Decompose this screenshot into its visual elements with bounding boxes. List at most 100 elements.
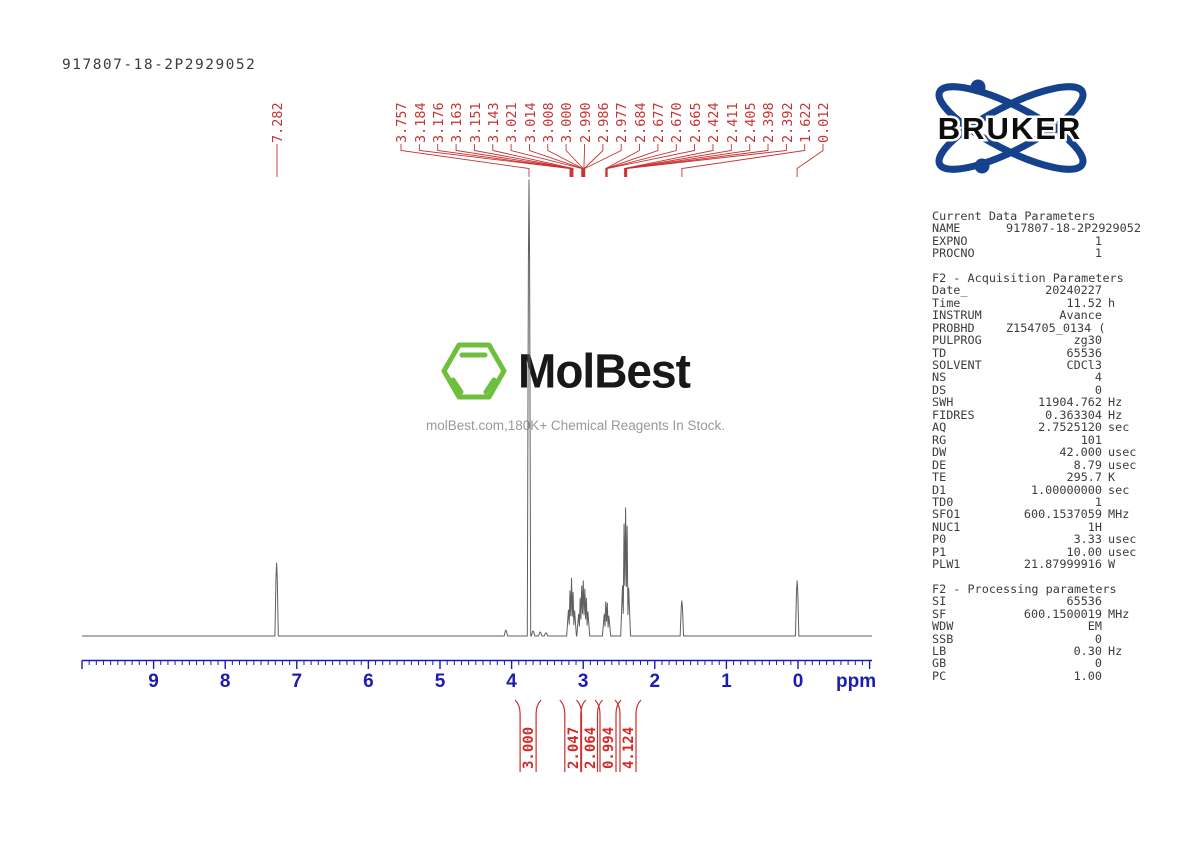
parameter-key: NUC1 — [932, 519, 961, 534]
parameter-key: P1 — [932, 544, 947, 559]
parameter-unit: MHz — [1108, 507, 1130, 522]
parameter-key: TD — [932, 345, 947, 360]
parameter-row: NUC1 1H — [932, 519, 1146, 534]
peak-label: 3.014 — [522, 102, 539, 143]
axis-tick-label: 8 — [219, 671, 231, 692]
parameter-key: PROBHD — [932, 320, 975, 335]
peak-label: 0.012 — [816, 102, 833, 143]
parameter-key: TE — [932, 470, 947, 485]
peak-label: 2.670 — [669, 102, 686, 143]
peak-label: 2.405 — [742, 102, 759, 143]
parameter-key: D1 — [932, 482, 947, 497]
benzene-hexagon-icon — [441, 342, 507, 400]
integral-bracket — [615, 699, 622, 772]
peak-label: 3.757 — [394, 102, 411, 143]
integral-bracket — [580, 699, 587, 772]
parameter-row: SOLVENT CDCl3 — [932, 359, 1146, 372]
parameter-value: 21.87999916 — [1023, 557, 1102, 572]
parameter-row: FIDRES 0.363304 Hz — [932, 407, 1146, 422]
parameter-row: SWH 11904.762 Hz — [932, 395, 1146, 410]
parameter-value: 1 — [1094, 246, 1102, 261]
parameter-key: NS — [932, 370, 947, 385]
parameter-unit — [1102, 371, 1146, 383]
peak-leader-line — [473, 144, 573, 177]
parameter-row: EXPNO 1 — [932, 233, 1146, 248]
peak-label: 2.411 — [724, 102, 741, 143]
peak-label: 7.282 — [270, 102, 287, 143]
peak-leader-line — [681, 144, 806, 177]
parameter-unit — [1102, 670, 1146, 682]
peak-leader-line — [796, 144, 824, 177]
parameter-section: F2 - Processing parameters SI 65536 SF 600.1… — [932, 582, 1146, 682]
parameter-value: 917807-18-2P2929052 — [1006, 221, 1141, 236]
bruker-wordmark: BRUKER — [938, 111, 1083, 146]
parameter-unit: h — [1108, 295, 1116, 310]
parameter-key: LB — [932, 643, 947, 658]
parameter-value: 0.30 — [1073, 643, 1102, 658]
parameter-value: 0.363304 — [1045, 407, 1102, 422]
parameter-unit — [1102, 309, 1146, 321]
parameter-unit — [1102, 247, 1146, 259]
peak-leader-line — [510, 144, 583, 177]
parameter-row: P1 10.00 usec — [932, 544, 1146, 559]
parameter-row: LB 0.30 Hz — [932, 643, 1146, 658]
peak-label: 3.151 — [467, 102, 484, 143]
peak-leader-line — [605, 144, 659, 177]
parameter-row: DW 42.000 usec — [932, 445, 1146, 460]
parameter-value: 3.33 — [1073, 532, 1102, 547]
axis-tick-label: 5 — [434, 671, 446, 692]
parameter-unit — [1102, 235, 1146, 247]
parameter-value: 1H — [1087, 519, 1102, 534]
parameter-key: P0 — [932, 532, 947, 547]
peak-leader-line — [492, 144, 574, 177]
parameter-key: Time — [932, 295, 961, 310]
parameter-row: SI 65536 — [932, 594, 1146, 609]
peak-leader-line — [605, 144, 640, 177]
axis-tick-label: 2 — [649, 671, 661, 692]
parameter-row: PC 1.00 — [932, 669, 1146, 682]
parameter-row: NS 4 — [932, 370, 1146, 385]
parameter-row: INSTRUM Avance — [932, 308, 1146, 323]
parameter-value: 295.7 — [1066, 470, 1102, 485]
parameter-row: TD0 1 — [932, 496, 1146, 509]
parameter-key: INSTRUM — [932, 308, 982, 323]
parameter-unit: usec — [1108, 445, 1137, 460]
parameter-row: Date_ 20240227 — [932, 283, 1146, 298]
peak-leader-line — [455, 144, 572, 177]
axis-unit-label: ppm — [836, 671, 877, 692]
peak-label: 3.184 — [412, 102, 429, 143]
parameter-key: FIDRES — [932, 407, 975, 422]
parameter-row: TD 65536 — [932, 345, 1146, 360]
integral-bracket — [635, 699, 642, 772]
parameter-row: D1 1.00000000 sec — [932, 482, 1146, 497]
parameter-unit — [1102, 222, 1146, 234]
parameter-key: EXPNO — [932, 233, 968, 248]
parameter-key: SFO1 — [932, 507, 961, 522]
parameter-unit: Hz — [1108, 395, 1123, 410]
parameter-key: SI — [932, 594, 947, 609]
molbest-watermark: MolBest molBest.com,180K+ Chemical Reage… — [426, 336, 768, 433]
peak-leader-line — [583, 144, 604, 177]
integral-bracket — [576, 699, 583, 772]
parameter-unit: MHz — [1108, 606, 1130, 621]
parameters-panel: Current Data Parameters NAME 917807-18-2P2… — [932, 210, 1146, 694]
parameter-key: PULPROG — [932, 333, 982, 348]
parameter-value: 101 — [1080, 432, 1102, 447]
parameter-key: RG — [932, 432, 947, 447]
peak-leader-line — [625, 144, 751, 177]
parameter-key: SSB — [932, 631, 954, 646]
parameter-key: Date_ — [932, 283, 968, 298]
peak-leader-line — [623, 144, 714, 177]
parameter-value: 1.00000000 — [1030, 482, 1102, 497]
axis-tick-label: 3 — [577, 671, 589, 692]
parameter-key: PROCNO — [932, 246, 975, 261]
parameter-unit: usec — [1108, 544, 1137, 559]
peak-label: 3.143 — [485, 102, 502, 143]
peak-label: 2.392 — [779, 102, 796, 143]
axis-tick-label: 6 — [363, 671, 374, 692]
peak-label: 2.398 — [761, 102, 778, 143]
integral-value: 3.000 — [521, 726, 538, 769]
parameter-key: DW — [932, 445, 947, 460]
